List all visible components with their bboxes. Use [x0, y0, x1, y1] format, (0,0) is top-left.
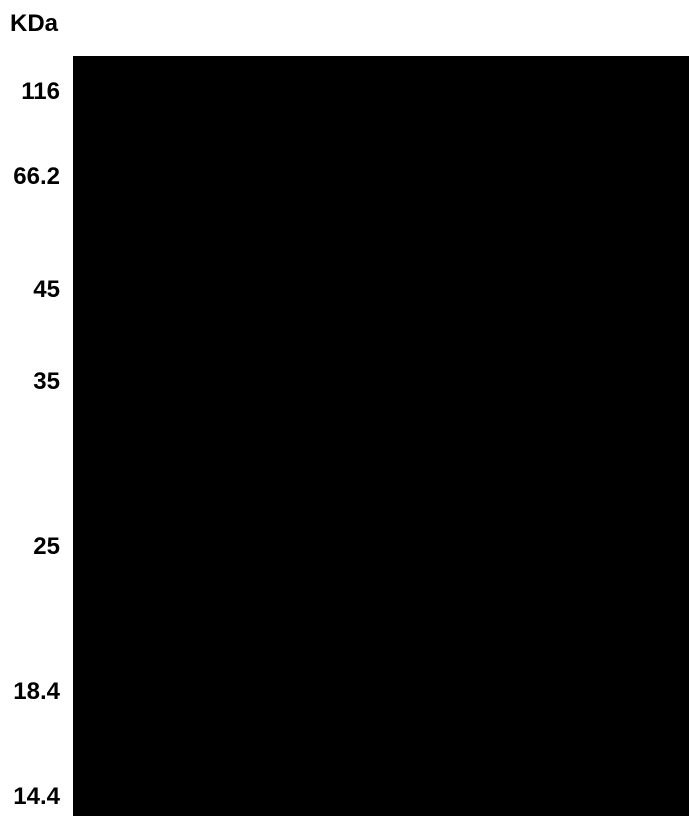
mw-label: 35	[33, 368, 60, 396]
gel-image-area	[73, 56, 689, 816]
mw-label: 45	[33, 276, 60, 304]
mw-label: 25	[33, 533, 60, 561]
unit-label: KDa	[10, 10, 58, 38]
gel-figure: KDa 116 66.2 45 35 25 18.4 14.4	[0, 0, 689, 837]
mw-label: 18.4	[13, 678, 60, 706]
mw-label: 116	[21, 78, 60, 106]
mw-label: 66.2	[13, 163, 60, 191]
mw-label: 14.4	[13, 783, 60, 811]
